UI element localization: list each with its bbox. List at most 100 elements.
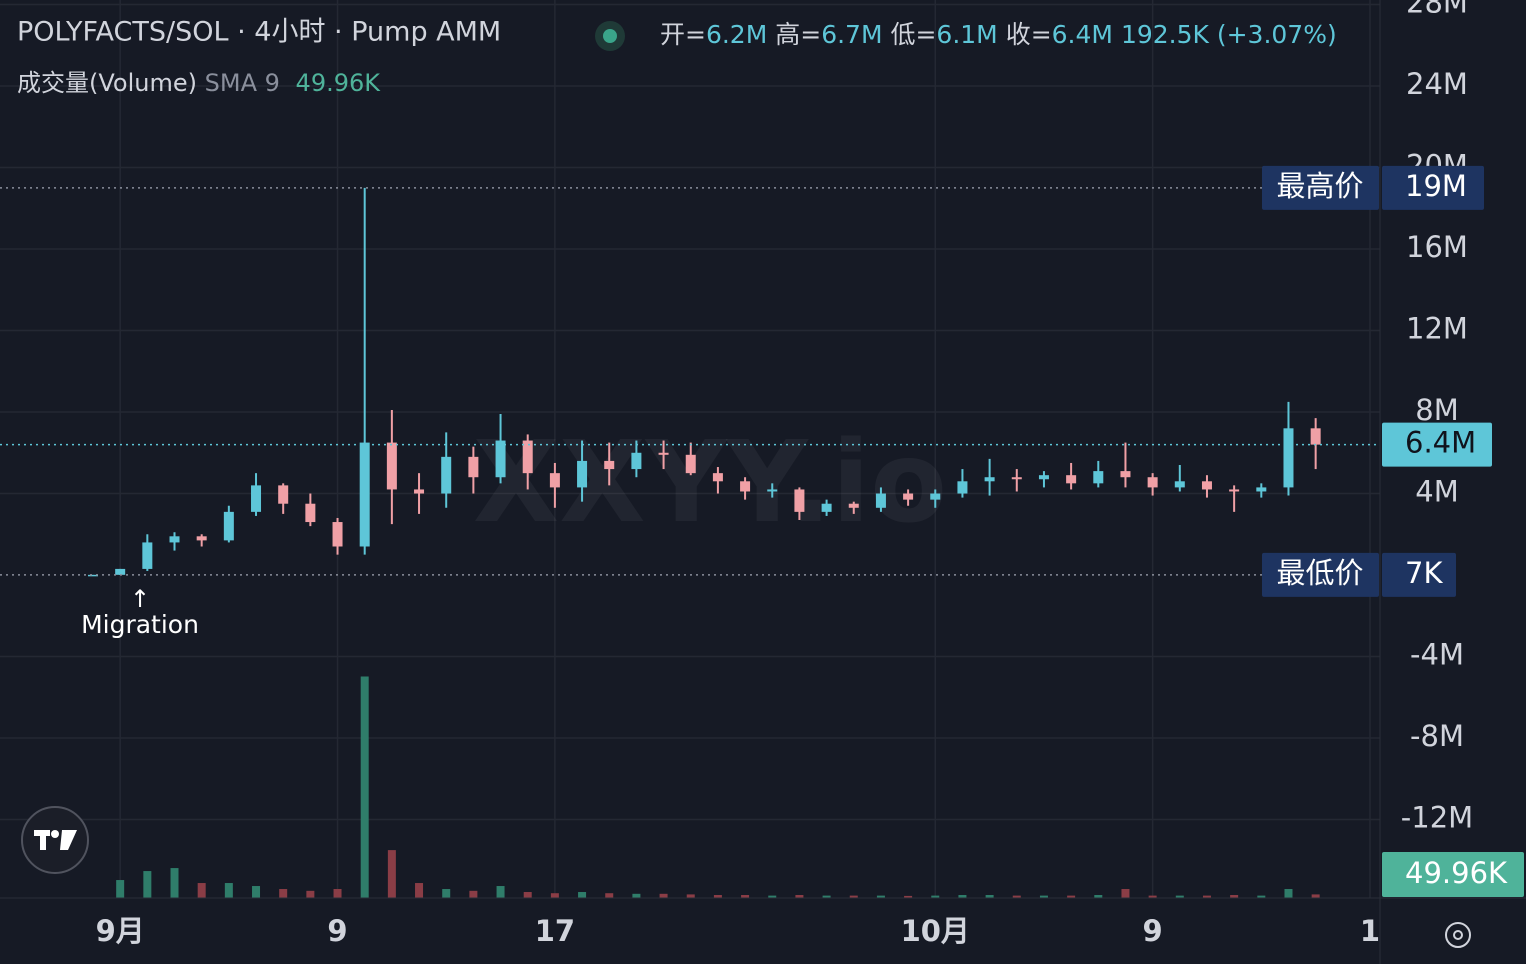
ohlc-label: 高= — [775, 20, 821, 49]
candle-body — [631, 452, 642, 470]
volume-bar — [795, 895, 804, 898]
x-tick-label: 17 — [535, 914, 575, 948]
candle-body — [794, 489, 805, 512]
volume-bar — [360, 676, 369, 898]
volume-bar — [170, 868, 179, 898]
candle-body — [658, 452, 669, 455]
volume-bar — [1148, 895, 1157, 898]
volume-bar — [279, 889, 288, 898]
volume-bar — [333, 889, 342, 898]
volume-bar — [686, 894, 695, 898]
candle-body — [169, 536, 180, 543]
candle-body — [414, 489, 425, 494]
volume-bar — [1202, 895, 1211, 898]
candle-body — [712, 473, 723, 482]
ohlc-value: 6.4M — [1052, 20, 1113, 49]
x-tick-label: 1 — [1360, 914, 1380, 948]
symbol-title: POLYFACTS/SOL · 4小时 · Pump AMM — [17, 17, 501, 48]
candle-body — [1011, 477, 1022, 480]
y-tick-label: -12M — [1401, 801, 1473, 835]
candle-body — [495, 440, 506, 478]
volume-bar — [876, 895, 885, 898]
price-tag-bg — [1262, 552, 1379, 597]
plot — [88, 187, 1321, 898]
volume-value: 49.96K — [296, 69, 382, 97]
volume-bar — [659, 893, 668, 898]
y-tick-label: 8M — [1415, 393, 1458, 427]
logo[interactable] — [21, 806, 89, 874]
annotation-text: Migration — [81, 610, 199, 639]
volume-tag-label: 49.96K — [1405, 856, 1508, 890]
volume-bar — [496, 886, 505, 898]
candle-body — [1147, 477, 1158, 488]
candle-body — [821, 503, 832, 512]
candle-body — [767, 489, 778, 492]
volume-bar — [741, 895, 750, 898]
candle-body — [1038, 475, 1049, 480]
candle-body — [685, 454, 696, 474]
volume-tag-bg — [1382, 852, 1524, 897]
ohlc-label: 收= — [1006, 20, 1052, 49]
volume-bar — [1257, 895, 1266, 898]
change: 192.5K (+3.07%) — [1121, 20, 1337, 49]
volume-title: 成交量(Volume) — [17, 69, 197, 97]
volume-indicator: SMA 9 — [205, 69, 280, 97]
ohlc-value: 6.7M — [821, 20, 882, 49]
candle-body — [115, 568, 126, 575]
settings-icon — [1453, 930, 1463, 940]
ohlc-value: 6.1M — [936, 20, 997, 49]
ohlc-label: 开= — [660, 20, 706, 49]
price-tag-bg — [1382, 165, 1484, 210]
ohlc-legend: 开=6.2M 高=6.7M 低=6.1M 收=6.4M 192.5K (+3.0… — [660, 20, 1337, 49]
settings-button[interactable] — [1445, 922, 1471, 948]
candle-body — [196, 536, 207, 541]
volume-bar — [116, 880, 125, 898]
candle-body — [1283, 428, 1294, 488]
volume-bar — [523, 892, 532, 898]
logo-circle[interactable] — [21, 806, 89, 874]
candle-body — [223, 511, 234, 541]
volume-bar — [1284, 889, 1293, 898]
price-tag-bg — [1382, 552, 1456, 597]
candle-body — [740, 481, 751, 492]
volume-bar — [550, 893, 559, 898]
candle-body — [984, 477, 995, 482]
volume-bar — [578, 892, 587, 898]
candle-body — [1229, 489, 1240, 492]
ohlc-value: 6.2M — [706, 20, 767, 49]
volume-bar — [822, 895, 831, 898]
volume-bar — [1121, 889, 1130, 898]
volume-bar — [713, 895, 722, 898]
candle-body — [251, 485, 262, 512]
price-tag-label: 最低价 — [1276, 556, 1363, 590]
volume-bar — [931, 895, 940, 898]
price-tag-value: 19M — [1405, 169, 1467, 203]
watermark: XXYY.io — [473, 418, 947, 548]
price-tag-bg — [1262, 165, 1379, 210]
x-tick-label: 10月 — [901, 914, 970, 948]
candle-body — [957, 481, 968, 494]
volume-bar — [985, 895, 994, 898]
price-tag-value: 7K — [1405, 556, 1443, 590]
x-tick-label: 9月 — [96, 914, 145, 948]
status-dot — [603, 29, 617, 43]
candle-body — [903, 493, 914, 500]
settings-icon[interactable] — [1445, 922, 1471, 948]
volume-bar — [1067, 895, 1076, 898]
volume-bar — [415, 883, 424, 898]
candle-body — [1120, 471, 1131, 478]
volume-bar — [1039, 895, 1048, 898]
y-tick-label: -8M — [1410, 719, 1464, 753]
candle-body — [522, 440, 533, 474]
candle-body — [930, 493, 941, 500]
x-tick-label: 9 — [327, 914, 347, 948]
volume-bar — [1094, 895, 1103, 898]
volume-bar — [143, 871, 152, 898]
volume-bar — [904, 895, 913, 898]
y-tick-label: 28M — [1406, 0, 1468, 19]
candle-body — [1093, 471, 1104, 484]
candle-body — [305, 503, 316, 523]
